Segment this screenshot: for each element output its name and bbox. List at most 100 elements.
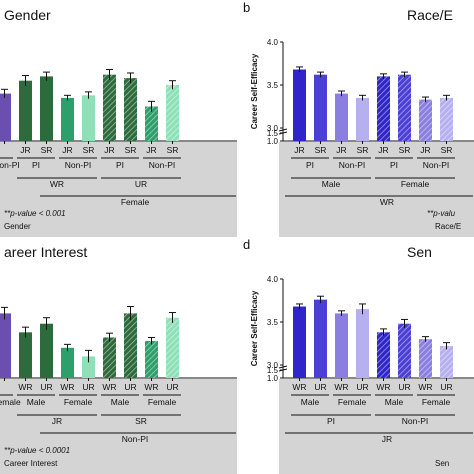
group-label-row1: Non-PI	[65, 160, 91, 170]
group-label-row1: PI	[390, 160, 398, 170]
category-label: WR	[334, 382, 348, 392]
bar	[293, 69, 306, 141]
y-tick-label: 3.0	[267, 361, 279, 370]
bar	[0, 313, 11, 378]
bar-hatch	[145, 106, 158, 141]
panel-a: Gender JR SR JR SR JR SR JR SR Non-PI PI Non-PI PI No…	[0, 7, 237, 237]
bar	[40, 323, 53, 378]
panel-caption: Career Interest	[4, 459, 58, 468]
group-label-background	[0, 142, 237, 237]
group-label-row2: UR	[135, 179, 147, 189]
category-label: UR	[440, 382, 452, 392]
category-label: SR	[399, 145, 411, 155]
group-label-row1: PI	[116, 160, 124, 170]
bar	[293, 306, 306, 378]
panel-title: Gender	[4, 7, 51, 23]
category-label: UR	[124, 382, 136, 392]
group-label-row1: Female	[338, 397, 367, 407]
category-label: WR	[292, 382, 306, 392]
bar	[356, 97, 369, 141]
footnote: **p-value < 0.001	[4, 209, 66, 218]
bar	[19, 332, 32, 378]
group-label-row1: PI	[32, 160, 40, 170]
group-label-row1: PI	[306, 160, 314, 170]
y-tick-label: 1.5	[267, 129, 279, 138]
panel-d: d Sen 4.0 3.5 3.01.51.0 Career Self-Efficacy W…	[243, 237, 474, 474]
group-label-row2: SR	[135, 416, 147, 426]
y-tick-label: 3.0	[267, 124, 279, 133]
bar	[82, 356, 95, 378]
category-label: JR	[20, 145, 30, 155]
y-tick-label: 3.5	[267, 318, 279, 327]
bar-hatch	[103, 74, 116, 141]
group-label-row1: Male	[111, 397, 130, 407]
category-label: SR	[125, 145, 137, 155]
category-label: WR	[144, 382, 158, 392]
group-label-row1: Female	[422, 397, 451, 407]
group-label-row1: Non-PI	[339, 160, 365, 170]
bar	[19, 80, 32, 141]
y-tick-label: 1.0	[267, 374, 279, 383]
bar	[61, 347, 74, 378]
axis-break-mark	[278, 131, 288, 135]
category-label: WR	[102, 382, 116, 392]
panel-caption: Race/E	[435, 222, 461, 231]
axis-break-mark	[278, 365, 288, 369]
category-label: UR	[356, 382, 368, 392]
bar-hatch	[166, 317, 179, 378]
bar-hatch	[166, 85, 179, 141]
category-label: JR	[294, 145, 304, 155]
group-label-row1: Female	[148, 397, 177, 407]
y-tick-label: 3.5	[267, 81, 279, 90]
group-label-row2: Male	[322, 179, 341, 189]
category-label: UR	[82, 382, 94, 392]
category-label: JR	[146, 145, 156, 155]
category-label: JR	[420, 145, 430, 155]
axis-break-mark	[278, 128, 288, 132]
category-label: SR	[441, 145, 453, 155]
bar-hatch	[124, 78, 137, 141]
panel-title: areer Interest	[4, 244, 87, 260]
group-label-row1: Non-PI	[0, 160, 20, 170]
group-label-row2: JR	[52, 416, 62, 426]
y-tick-label: 1.0	[267, 137, 279, 146]
group-label-row1: Male	[27, 397, 46, 407]
panel-caption: Gender	[4, 222, 31, 231]
y-tick-label: 1.5	[267, 366, 279, 375]
category-label: WR	[60, 382, 74, 392]
bar-hatch	[440, 97, 453, 141]
footnote: **p-valu	[427, 209, 456, 218]
panel-title: Sen	[407, 244, 432, 260]
group-label-row2: Female	[401, 179, 430, 189]
category-label: JR	[62, 145, 72, 155]
bar-hatch	[377, 76, 390, 141]
y-axis-label: Career Self-Efficacy	[250, 53, 259, 129]
category-label: SR	[83, 145, 95, 155]
category-label: UR	[166, 382, 178, 392]
category-label: JR	[378, 145, 388, 155]
bar	[356, 309, 369, 378]
bar	[82, 95, 95, 141]
panel-letter: b	[243, 0, 250, 15]
y-tick-label: 4.0	[267, 38, 279, 47]
bar-hatch	[103, 337, 116, 378]
group-label-row1: Female	[0, 397, 21, 407]
group-label-row3: Female	[121, 197, 150, 207]
group-label-row1: Male	[301, 397, 320, 407]
category-label: SR	[315, 145, 327, 155]
footnote: **p-value < 0.0001	[4, 446, 70, 455]
bar-hatch	[145, 340, 158, 378]
category-label: WR	[18, 382, 32, 392]
group-label-row2: PI	[327, 416, 335, 426]
group-label-row1: Female	[64, 397, 93, 407]
group-label-row1: Non-PI	[423, 160, 449, 170]
category-label: WR	[418, 382, 432, 392]
y-tick-label: 4.0	[267, 275, 279, 284]
category-label: UR	[40, 382, 52, 392]
panel-b: b Race/E 4.0 3.5 3.01.51.0 Career Self-Effica…	[243, 0, 474, 237]
category-label: UR	[398, 382, 410, 392]
y-axis-label: Career Self-Efficacy	[250, 290, 259, 366]
category-label: WR	[376, 382, 390, 392]
bar	[335, 313, 348, 378]
